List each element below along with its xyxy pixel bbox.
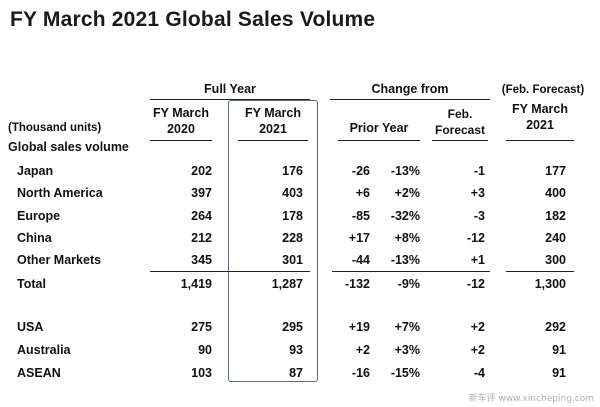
- cell-pct: +7%: [394, 320, 420, 334]
- cell-chg: -132: [344, 277, 370, 291]
- table-row: USA 275 295 +19 +7% +2 292: [0, 320, 600, 340]
- full-year-header: Full Year: [204, 82, 256, 96]
- cell-fy2020: 264: [191, 209, 212, 223]
- feb-forecast-header-line1: Feb.: [447, 107, 473, 121]
- cell-pct: +2%: [394, 186, 420, 200]
- row-label: Australia: [17, 343, 71, 357]
- cell-fy2021: 178: [282, 209, 303, 223]
- cell-vs-feb: +3: [470, 186, 485, 200]
- full-year-underline: [150, 99, 310, 100]
- cell-vs-feb: +1: [470, 253, 485, 267]
- forecast-fy2021-header-line2: 2021: [526, 118, 554, 132]
- cell-vs-feb: -3: [473, 209, 485, 223]
- cell-chg: +19: [348, 320, 370, 334]
- table-row: Europe 264 178 -85 -32% -3 182: [0, 209, 600, 229]
- change-from-underline: [330, 99, 490, 100]
- cell-chg: +2: [355, 343, 370, 357]
- units-label: (Thousand units): [8, 122, 102, 134]
- cell-pct: -13%: [390, 164, 420, 178]
- table-row: Other Markets 345 301 -44 -13% +1 300: [0, 253, 600, 273]
- cell-feb-forecast: 240: [545, 231, 566, 245]
- cell-vs-feb: -4: [473, 366, 485, 380]
- feb-forecast-header-line2: Forecast: [434, 123, 486, 137]
- page-title: FY March 2021 Global Sales Volume: [10, 8, 376, 31]
- cell-feb-forecast: 292: [545, 320, 566, 334]
- fy2021-header-line2: 2021: [259, 122, 287, 136]
- cell-fy2021: 87: [289, 366, 303, 380]
- cell-pct: -13%: [390, 253, 420, 267]
- cell-fy2021: 295: [282, 320, 303, 334]
- cell-chg: -26: [351, 164, 370, 178]
- cell-feb-forecast: 182: [545, 209, 566, 223]
- feb-forecast-paren-header: (Feb. Forecast): [501, 84, 585, 96]
- cell-pct: -15%: [390, 366, 420, 380]
- fy2021-highlight-frame: [228, 100, 318, 382]
- cell-fy2020: 202: [191, 164, 212, 178]
- cell-pct: +8%: [394, 231, 420, 245]
- cell-pct: -32%: [390, 209, 420, 223]
- cell-pct: -9%: [397, 277, 420, 291]
- table-row: Japan 202 176 -26 -13% -1 177: [0, 164, 600, 184]
- cell-feb-forecast: 1,300: [534, 277, 566, 291]
- cell-pct: +3%: [394, 343, 420, 357]
- forecast-fy2021-underline: [506, 140, 574, 141]
- row-label: China: [17, 231, 52, 245]
- total-rule-fullyear: [150, 271, 310, 272]
- cell-vs-feb: +2: [470, 343, 485, 357]
- cell-fy2021: 176: [282, 164, 303, 178]
- feb-forecast-underline: [432, 140, 488, 141]
- table-row: Australia 90 93 +2 +3% +2 91: [0, 343, 600, 363]
- fy2020-header-line1: FY March: [152, 106, 210, 120]
- cell-feb-forecast: 91: [552, 343, 566, 357]
- cell-fy2021: 1,287: [271, 277, 303, 291]
- cell-vs-feb: -12: [466, 277, 485, 291]
- cell-feb-forecast: 300: [545, 253, 566, 267]
- row-label: ASEAN: [17, 366, 61, 380]
- section-label: Global sales volume: [8, 140, 129, 154]
- cell-fy2021: 301: [282, 253, 303, 267]
- cell-fy2020: 397: [191, 186, 212, 200]
- prior-year-underline: [338, 140, 420, 141]
- cell-fy2021: 228: [282, 231, 303, 245]
- table-row: North America 397 403 +6 +2% +3 400: [0, 186, 600, 206]
- table-row: Total 1,419 1,287 -132 -9% -12 1,300: [0, 277, 600, 297]
- cell-chg: -85: [351, 209, 370, 223]
- cell-chg: -44: [351, 253, 370, 267]
- cell-vs-feb: -12: [466, 231, 485, 245]
- watermark: 新车评 www.xincheping.com: [468, 394, 594, 404]
- row-label: Total: [17, 277, 46, 291]
- fy2021-header-line1: FY March: [244, 106, 302, 120]
- table-row: ASEAN 103 87 -16 -15% -4 91: [0, 366, 600, 386]
- cell-vs-feb: +2: [470, 320, 485, 334]
- cell-fy2020: 345: [191, 253, 212, 267]
- cell-feb-forecast: 91: [552, 366, 566, 380]
- cell-fy2021: 403: [282, 186, 303, 200]
- cell-feb-forecast: 177: [545, 164, 566, 178]
- cell-fy2020: 90: [198, 343, 212, 357]
- cell-chg: +17: [348, 231, 370, 245]
- total-rule-forecast: [506, 271, 574, 272]
- cell-fy2021: 93: [289, 343, 303, 357]
- cell-vs-feb: -1: [473, 164, 485, 178]
- change-from-header: Change from: [371, 82, 449, 96]
- cell-fy2020: 212: [191, 231, 212, 245]
- cell-chg: +6: [355, 186, 370, 200]
- fy2020-header-line2: 2020: [167, 122, 195, 136]
- total-rule-change: [332, 271, 490, 272]
- row-label: North America: [17, 186, 103, 200]
- row-label: USA: [17, 320, 44, 334]
- table-row: China 212 228 +17 +8% -12 240: [0, 231, 600, 251]
- cell-chg: -16: [351, 366, 370, 380]
- cell-feb-forecast: 400: [545, 186, 566, 200]
- cell-fy2020: 103: [191, 366, 212, 380]
- fy2020-header-underline: [150, 140, 212, 141]
- prior-year-header: Prior Year: [349, 121, 409, 135]
- cell-fy2020: 1,419: [180, 277, 212, 291]
- row-label: Other Markets: [17, 253, 102, 267]
- row-label: Japan: [17, 164, 54, 178]
- forecast-fy2021-header-line1: FY March: [511, 102, 569, 116]
- row-label: Europe: [17, 209, 61, 223]
- fy2021-header-underline: [238, 140, 308, 141]
- cell-fy2020: 275: [191, 320, 212, 334]
